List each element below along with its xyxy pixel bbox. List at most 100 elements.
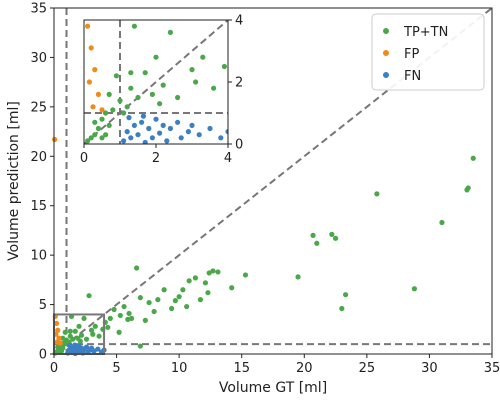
inset-point-fn bbox=[149, 135, 155, 141]
point-fp bbox=[55, 327, 61, 333]
inset-point-fn bbox=[167, 125, 173, 132]
inset-point-fn bbox=[189, 122, 195, 128]
legend-marker bbox=[383, 50, 389, 56]
inset-point-fn bbox=[178, 135, 184, 141]
inset-point-fn bbox=[185, 129, 191, 135]
point-tptn bbox=[332, 235, 339, 241]
point-tptn bbox=[464, 187, 470, 193]
inset-point-fn bbox=[196, 132, 202, 138]
point-tptn bbox=[125, 316, 131, 322]
point-tptn bbox=[86, 293, 92, 299]
point-tptn bbox=[295, 274, 301, 280]
point-tptn bbox=[77, 338, 83, 344]
inset-point-fp bbox=[88, 45, 94, 51]
point-tptn bbox=[180, 287, 186, 293]
legend-label: FN bbox=[404, 69, 421, 84]
point-tptn bbox=[62, 329, 68, 335]
inset-point-fn bbox=[124, 129, 130, 135]
point-tptn bbox=[92, 323, 98, 329]
inset-point-fn bbox=[146, 125, 152, 132]
inset-point-tptn bbox=[99, 135, 105, 141]
legend-marker bbox=[383, 28, 389, 34]
point-tptn bbox=[172, 298, 178, 304]
point-tptn bbox=[242, 272, 249, 278]
inset-point-tptn bbox=[113, 73, 119, 79]
inset-point-tptn bbox=[175, 94, 181, 101]
point-tptn bbox=[76, 323, 82, 329]
point-tptn bbox=[310, 232, 316, 238]
legend-label: FP bbox=[404, 47, 419, 62]
point-tptn bbox=[55, 344, 61, 350]
y-tick-label: 15 bbox=[30, 199, 47, 214]
point-tptn bbox=[58, 348, 65, 354]
inset-point-fn bbox=[160, 122, 166, 128]
inset-point-tptn bbox=[103, 110, 109, 116]
inset-point-tptn bbox=[85, 138, 91, 144]
inset-point-fn bbox=[128, 135, 134, 141]
inset-point-tptn bbox=[117, 98, 123, 104]
point-fp bbox=[52, 136, 58, 143]
legend: TP+TN FP FN bbox=[371, 13, 485, 91]
inset-point-fn bbox=[157, 130, 163, 136]
inset-point-fn bbox=[139, 119, 145, 125]
inset-y-tick-label: 4 bbox=[235, 14, 243, 29]
inset-x-tick-label: 0 bbox=[80, 151, 88, 166]
inset-y-tick-label: 2 bbox=[235, 76, 243, 91]
inset-point-tptn bbox=[106, 91, 112, 97]
inset-point-tptn bbox=[124, 104, 130, 110]
inset-point-tptn bbox=[135, 94, 141, 101]
inset-point-fn bbox=[135, 132, 141, 138]
y-tick-label: 5 bbox=[39, 298, 47, 313]
point-tptn bbox=[155, 297, 161, 303]
inset-point-tptn bbox=[128, 85, 134, 91]
point-tptn bbox=[88, 327, 95, 333]
inset-point-fn bbox=[225, 129, 228, 135]
inset-point-tptn bbox=[153, 54, 159, 60]
inset-point-fn bbox=[131, 122, 137, 128]
inset-point-tptn bbox=[110, 107, 116, 113]
point-tptn bbox=[90, 331, 96, 337]
x-tick-label: 15 bbox=[233, 361, 250, 376]
inset-point-tptn bbox=[103, 132, 109, 138]
point-tptn bbox=[121, 303, 127, 310]
point-tptn bbox=[215, 269, 221, 275]
point-tptn bbox=[117, 312, 123, 319]
inset-point-fp bbox=[85, 23, 91, 29]
inset-point-fp bbox=[90, 104, 96, 110]
inset-y-tick-label: 0 bbox=[235, 138, 243, 153]
point-tptn bbox=[192, 275, 199, 281]
y-tick-label: 35 bbox=[30, 2, 47, 17]
point-tptn bbox=[116, 329, 122, 335]
point-tptn bbox=[205, 290, 211, 296]
point-tptn bbox=[111, 306, 117, 313]
inset-point-tptn bbox=[95, 125, 101, 132]
point-tptn bbox=[186, 278, 192, 284]
x-axis-label: Volume GT [ml] bbox=[219, 380, 327, 396]
inset-point-tptn bbox=[99, 116, 105, 122]
inset-point-fn bbox=[121, 138, 127, 144]
inset-point-tptn bbox=[157, 101, 163, 107]
point-tptn bbox=[176, 294, 182, 300]
point-tptn bbox=[411, 286, 418, 292]
inset-x-tick-label: 2 bbox=[152, 151, 160, 166]
inset-point-fn bbox=[126, 115, 132, 121]
point-tptn bbox=[60, 335, 66, 341]
point-tptn bbox=[439, 219, 445, 226]
inset-point-tptn bbox=[211, 85, 217, 91]
point-tptn bbox=[206, 270, 212, 276]
point-tptn bbox=[72, 328, 78, 334]
inset-point-fn bbox=[175, 119, 181, 125]
point-tptn bbox=[197, 297, 204, 303]
point-tptn bbox=[169, 305, 175, 312]
point-tptn bbox=[314, 240, 320, 246]
inset-x-tick-label: 4 bbox=[224, 151, 232, 166]
inset-point-fp bbox=[99, 107, 105, 113]
point-fp bbox=[57, 340, 63, 346]
inset-point-tptn bbox=[121, 110, 127, 116]
point-tptn bbox=[470, 155, 476, 161]
point-fn bbox=[72, 342, 78, 348]
inset-point-fp bbox=[86, 79, 92, 85]
legend-box bbox=[371, 13, 485, 91]
